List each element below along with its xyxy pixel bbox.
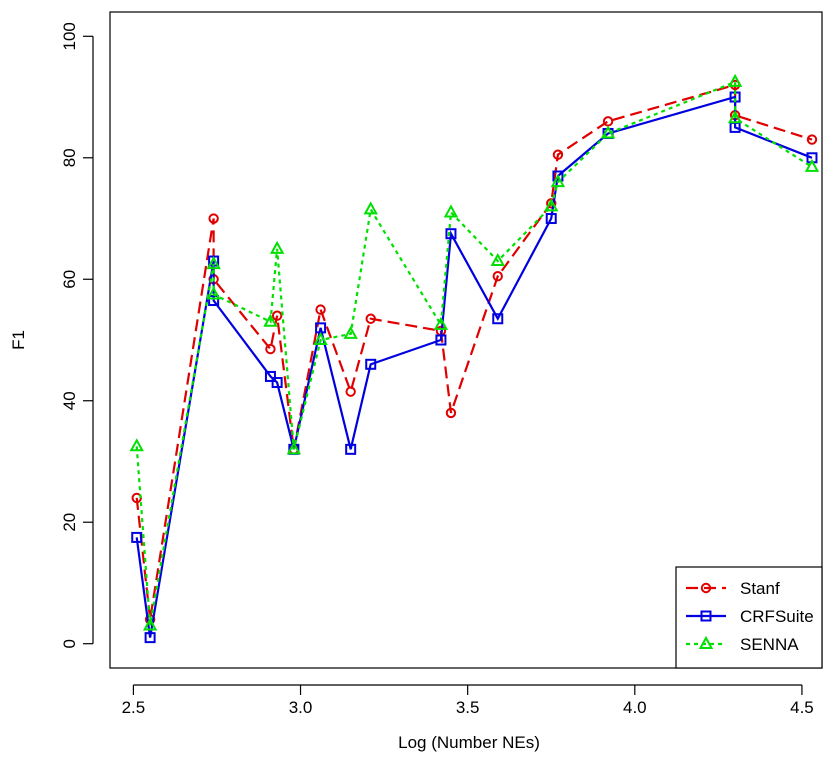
data-point-stanf: [602, 116, 614, 127]
legend-box: [675, 566, 823, 669]
data-point-senna: [313, 331, 328, 345]
series-line-crfsuite: [135, 95, 813, 638]
data-point-senna: [129, 438, 144, 452]
series-crfsuite: [131, 91, 818, 644]
legend-label-crfsuite: CRFSuite: [740, 607, 814, 626]
data-point-stanf: [208, 213, 219, 224]
data-point-crfsuite: [552, 170, 564, 182]
data-point-crfsuite: [144, 632, 156, 644]
data-point-senna: [544, 198, 559, 212]
data-point-stanf: [445, 407, 457, 419]
data-point-stanf: [271, 310, 283, 321]
y-tick-label: 0: [60, 639, 79, 648]
data-point-stanf: [552, 149, 564, 160]
y-tick-label: 100: [60, 22, 79, 50]
y-tick-label: 40: [60, 391, 79, 410]
x-tick-label: 2.5: [122, 698, 146, 717]
y-tick-label: 80: [60, 148, 79, 167]
data-point-crfsuite: [435, 334, 447, 346]
data-point-senna: [443, 204, 459, 218]
series-line-senna: [135, 80, 813, 626]
data-point-crfsuite: [208, 295, 220, 307]
data-point-stanf: [365, 313, 376, 324]
data-point-senna: [206, 255, 221, 270]
data-point-crfsuite: [445, 228, 457, 240]
data-point-senna: [263, 313, 278, 327]
data-point-crfsuite: [131, 531, 143, 543]
data-point-stanf: [265, 343, 276, 355]
legend-marker-stanf: [700, 582, 712, 594]
data-point-senna: [600, 125, 616, 139]
x-tick-label: 3.5: [456, 698, 480, 717]
data-point-senna: [433, 316, 449, 330]
x-tick-label: 3.0: [289, 698, 313, 717]
data-point-crfsuite: [271, 377, 283, 389]
data-point-senna: [269, 240, 285, 254]
legend-label-senna: SENNA: [740, 635, 799, 654]
y-axis-label: F1: [9, 330, 28, 350]
series-layer: [129, 73, 820, 644]
series-stanf: [131, 79, 818, 625]
data-point-stanf: [492, 271, 503, 282]
data-point-crfsuite: [345, 443, 357, 455]
data-point-stanf: [345, 386, 356, 397]
data-point-senna: [490, 252, 505, 267]
data-point-senna: [727, 110, 743, 124]
data-point-senna: [363, 201, 378, 215]
x-tick-label: 4.0: [623, 698, 647, 717]
data-point-stanf: [315, 304, 326, 315]
data-point-senna: [142, 617, 158, 631]
series-senna: [129, 73, 820, 631]
x-tick-label: 4.5: [790, 698, 814, 717]
legend: Stanf CRFSuite SENNA: [675, 566, 823, 669]
plot-box: [109, 11, 823, 669]
data-point-senna: [206, 286, 221, 300]
data-point-crfsuite: [545, 213, 557, 225]
legend-label-stanf: Stanf: [740, 579, 780, 598]
data-point-stanf: [806, 134, 818, 145]
data-point-senna: [343, 325, 358, 339]
data-point-crfsuite: [264, 370, 276, 382]
axes: 2.5 3.0 3.5 4.0 4.5 0 20 40 60 80 100: [60, 22, 814, 717]
data-point-crfsuite: [365, 358, 377, 370]
data-point-crfsuite: [492, 313, 504, 325]
data-point-senna: [550, 173, 566, 188]
y-tick-label: 20: [60, 513, 79, 532]
plot-frame: [109, 11, 823, 669]
data-point-senna: [727, 73, 743, 87]
series-line-stanf: [135, 83, 813, 620]
x-axis-label: Log (Number NEs): [398, 733, 540, 752]
data-point-senna: [286, 441, 302, 455]
legend-marker-crfsuite: [700, 610, 712, 622]
y-tick-label: 60: [60, 270, 79, 289]
data-point-senna: [804, 158, 820, 172]
legend-marker-senna: [698, 635, 714, 649]
